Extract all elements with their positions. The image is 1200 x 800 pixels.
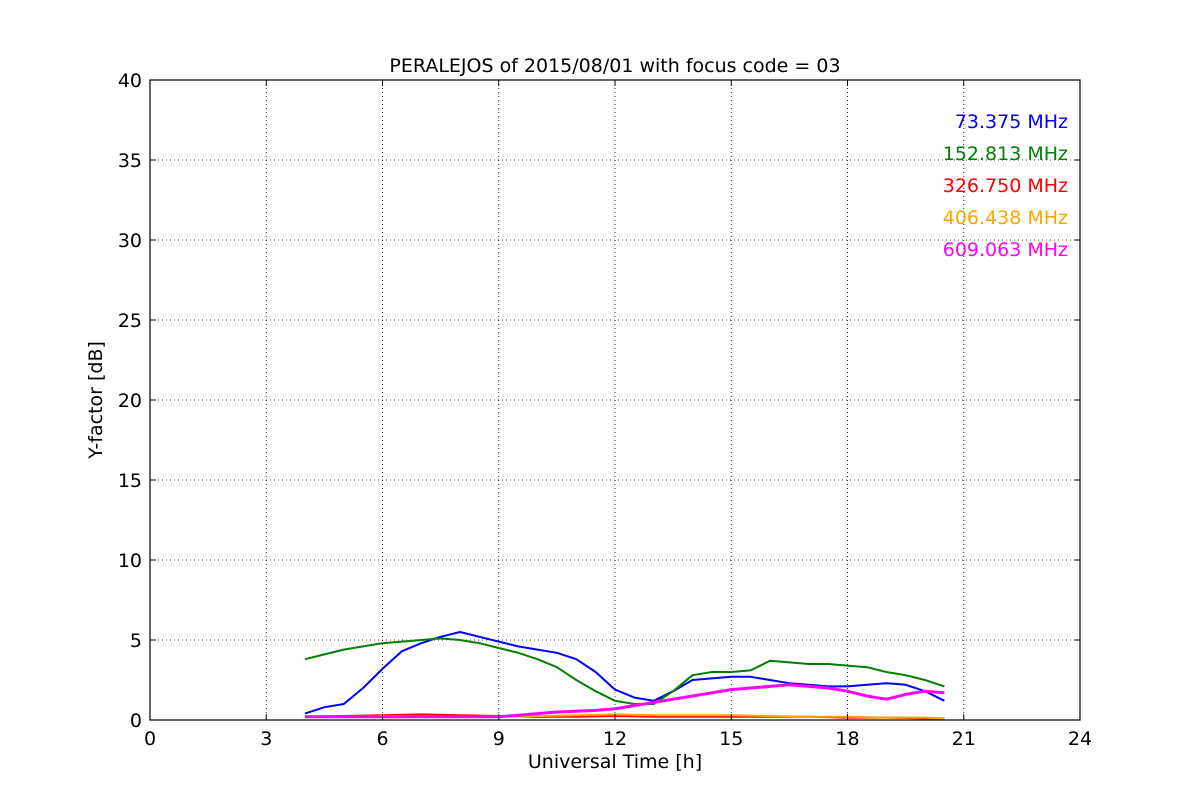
- grid-layer: [150, 80, 1080, 720]
- x-tick-label: 21: [952, 728, 976, 750]
- y-tick-label: 35: [118, 150, 142, 172]
- y-tick-label: 0: [130, 710, 142, 732]
- series-line-1: [304, 637, 945, 705]
- x-tick-label: 3: [260, 728, 272, 750]
- y-tick-label: 20: [118, 390, 142, 412]
- x-tick-label: 0: [144, 728, 156, 750]
- series-line-0: [304, 631, 945, 715]
- y-tick-label: 25: [118, 310, 142, 332]
- x-tick-label: 9: [493, 728, 505, 750]
- series-line-4: [305, 683, 945, 719]
- series-layer: [304, 631, 945, 720]
- legend-entry-4: 609.063 MHz: [943, 239, 1068, 261]
- legend-entry-0: 73.375 MHz: [955, 111, 1068, 133]
- y-tick-label: 15: [118, 470, 142, 492]
- y-tick-label: 5: [130, 630, 142, 652]
- chart-title: PERALEJOS of 2015/08/01 with focus code …: [389, 55, 840, 77]
- x-axis-label: Universal Time [h]: [528, 751, 702, 773]
- x-tick-label: 12: [603, 728, 627, 750]
- legend-entry-3: 406.438 MHz: [943, 207, 1068, 229]
- x-tick-label: 6: [376, 728, 388, 750]
- legend-layer: 73.375 MHz 152.813 MHz 326.750 MHz 406.438 …: [943, 111, 1068, 261]
- y-tick-label: 30: [118, 230, 142, 252]
- x-tick-label: 15: [719, 728, 743, 750]
- tick-layer: 0 3 6 9 12 15 18 21 24 0 5 10 15 20 25 30 35 40: [118, 70, 1092, 750]
- y-axis-label: Y-factor [dB]: [85, 341, 107, 460]
- x-tick-label: 24: [1068, 728, 1092, 750]
- y-tick-label: 40: [118, 70, 142, 92]
- legend-entry-1: 152.813 MHz: [943, 143, 1068, 165]
- x-tick-label: 18: [835, 728, 859, 750]
- legend-entry-2: 326.750 MHz: [943, 175, 1068, 197]
- y-tick-label: 10: [118, 550, 142, 572]
